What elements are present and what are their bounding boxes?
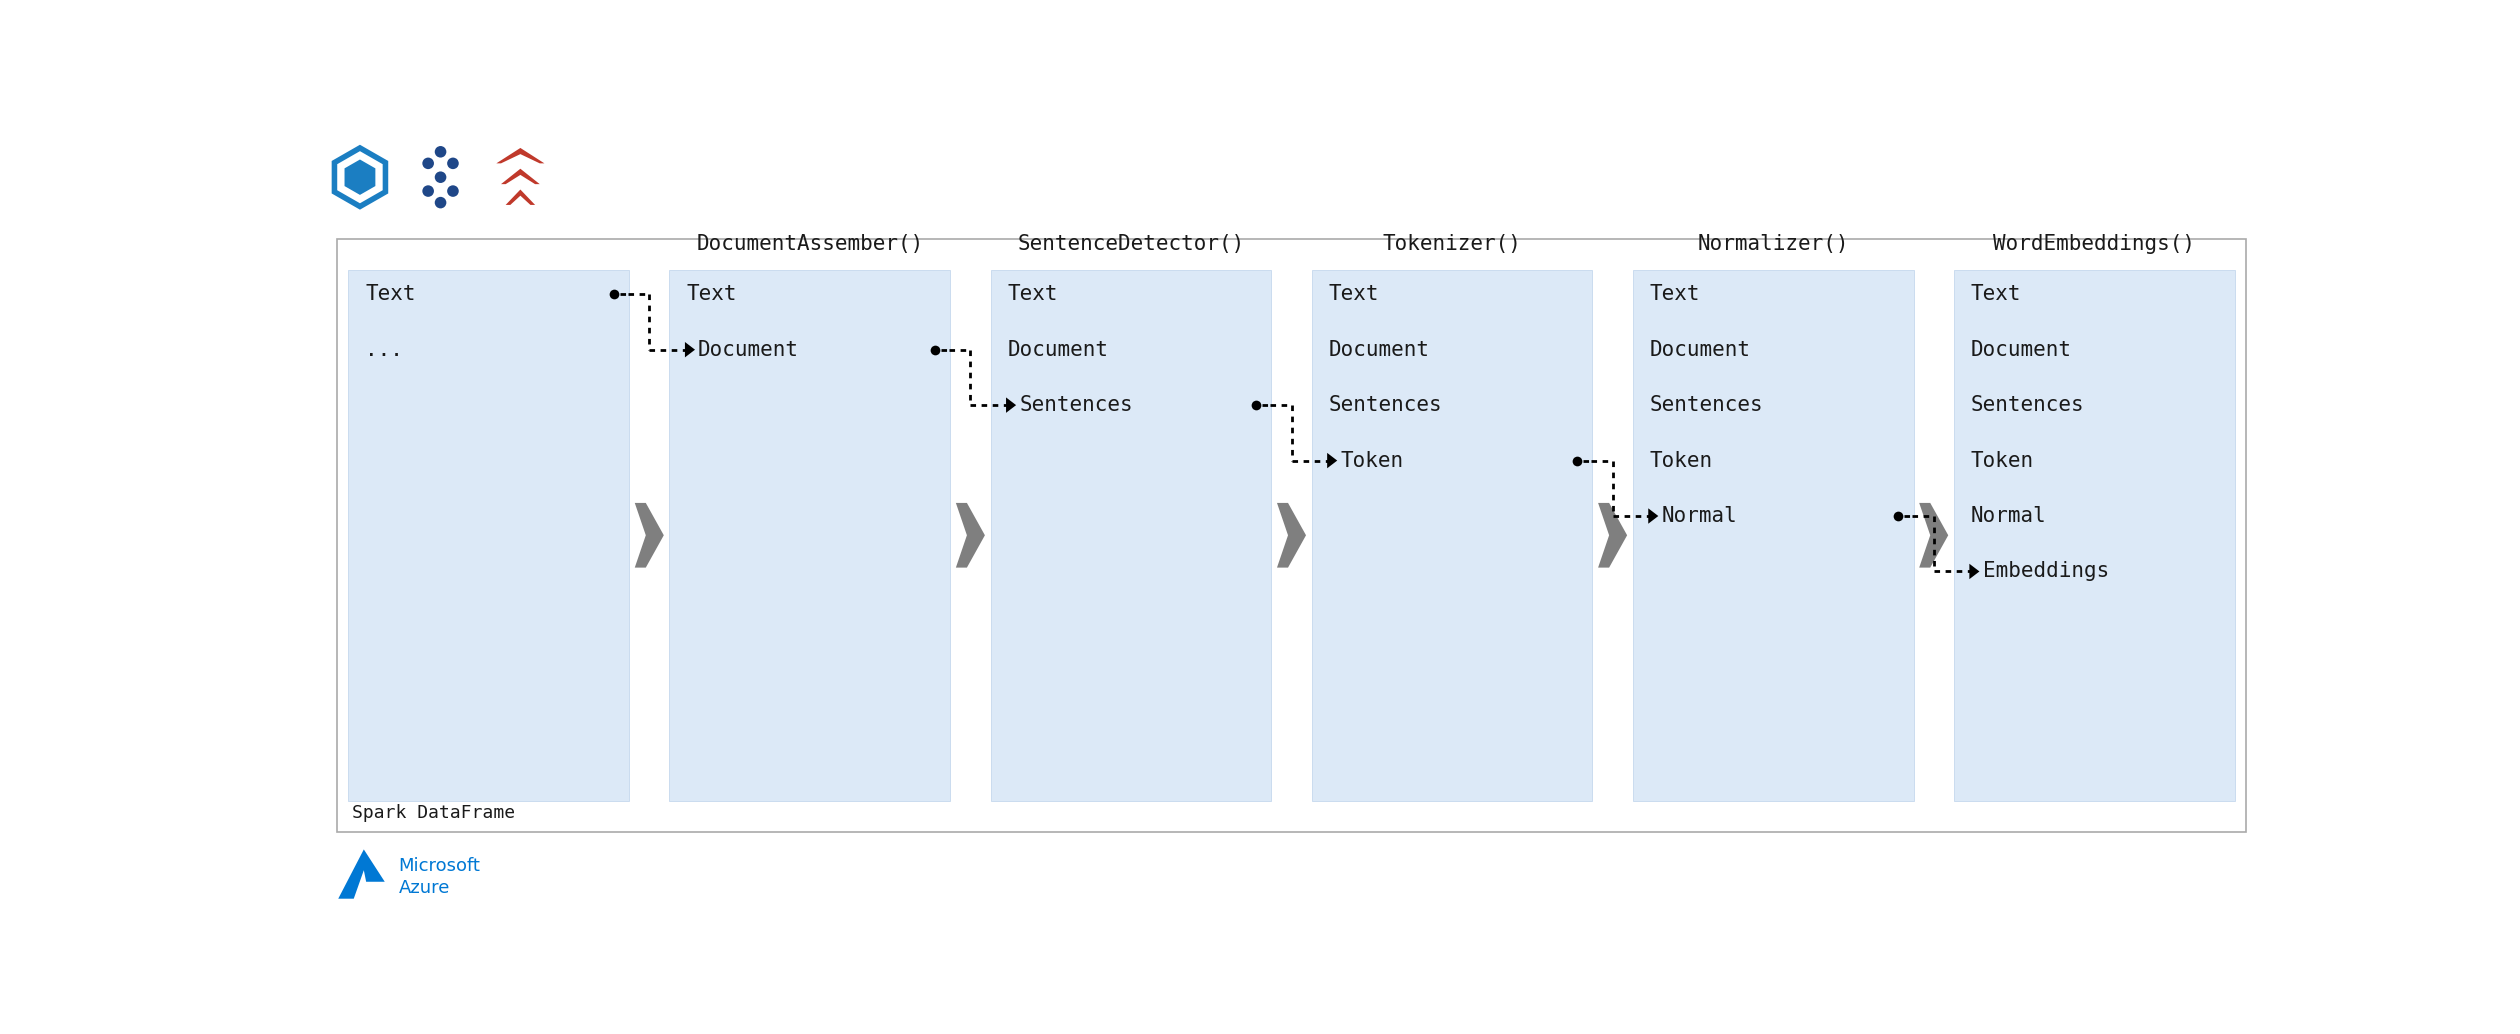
Text: Text: Text (1651, 284, 1701, 304)
Text: Sentences: Sentences (1651, 395, 1764, 415)
Text: Token: Token (1971, 451, 2034, 470)
Text: Sentences: Sentences (1971, 395, 2084, 415)
Polygon shape (507, 189, 534, 205)
Text: Document: Document (1008, 340, 1109, 360)
Polygon shape (1968, 564, 1978, 579)
Text: Sentences: Sentences (1018, 395, 1134, 415)
Circle shape (446, 157, 459, 170)
Polygon shape (955, 503, 985, 568)
Text: Text: Text (685, 284, 736, 304)
Polygon shape (1598, 503, 1628, 568)
Polygon shape (1328, 453, 1338, 468)
Text: Document: Document (1328, 340, 1429, 360)
Circle shape (423, 185, 433, 196)
Text: Text: Text (1008, 284, 1058, 304)
Polygon shape (338, 849, 386, 899)
Text: Normal: Normal (1971, 506, 2046, 526)
Text: Azure: Azure (398, 879, 451, 896)
Text: Document: Document (698, 340, 799, 360)
Bar (990, 270, 1273, 801)
Polygon shape (1005, 397, 1016, 413)
Polygon shape (345, 161, 373, 193)
Bar (1310, 270, 1593, 801)
Bar (338, 239, 2245, 831)
Text: Text: Text (365, 284, 416, 304)
Text: Text: Text (1971, 284, 2021, 304)
Polygon shape (1648, 509, 1658, 523)
Text: Tokenizer(): Tokenizer() (1383, 235, 1522, 254)
Text: Text: Text (1328, 284, 1378, 304)
Text: Microsoft: Microsoft (398, 857, 481, 876)
Bar (1633, 270, 1913, 801)
Circle shape (446, 185, 459, 196)
Circle shape (436, 146, 446, 157)
Polygon shape (1278, 503, 1305, 568)
Polygon shape (1920, 503, 1948, 568)
Circle shape (423, 157, 433, 170)
Text: ...: ... (365, 340, 403, 360)
Polygon shape (496, 148, 544, 163)
Bar (670, 270, 950, 801)
Text: Embeddings: Embeddings (1983, 561, 2109, 581)
Text: Document: Document (1971, 340, 2071, 360)
Polygon shape (501, 169, 539, 184)
Circle shape (436, 196, 446, 209)
Text: Document: Document (1651, 340, 1751, 360)
Text: Normal: Normal (1661, 506, 1736, 526)
Text: Sentences: Sentences (1328, 395, 1441, 415)
Text: DocumentAssember(): DocumentAssember() (696, 235, 922, 254)
Bar (1953, 270, 2235, 801)
Text: Token: Token (1341, 451, 1404, 470)
Text: WordEmbeddings(): WordEmbeddings() (1993, 235, 2195, 254)
Polygon shape (685, 342, 696, 358)
Bar (348, 270, 630, 801)
Text: Normalizer(): Normalizer() (1698, 235, 1850, 254)
Circle shape (436, 172, 446, 183)
Text: Spark DataFrame: Spark DataFrame (353, 804, 514, 822)
Polygon shape (635, 503, 663, 568)
Text: SentenceDetector(): SentenceDetector() (1018, 235, 1245, 254)
Text: Token: Token (1651, 451, 1714, 470)
